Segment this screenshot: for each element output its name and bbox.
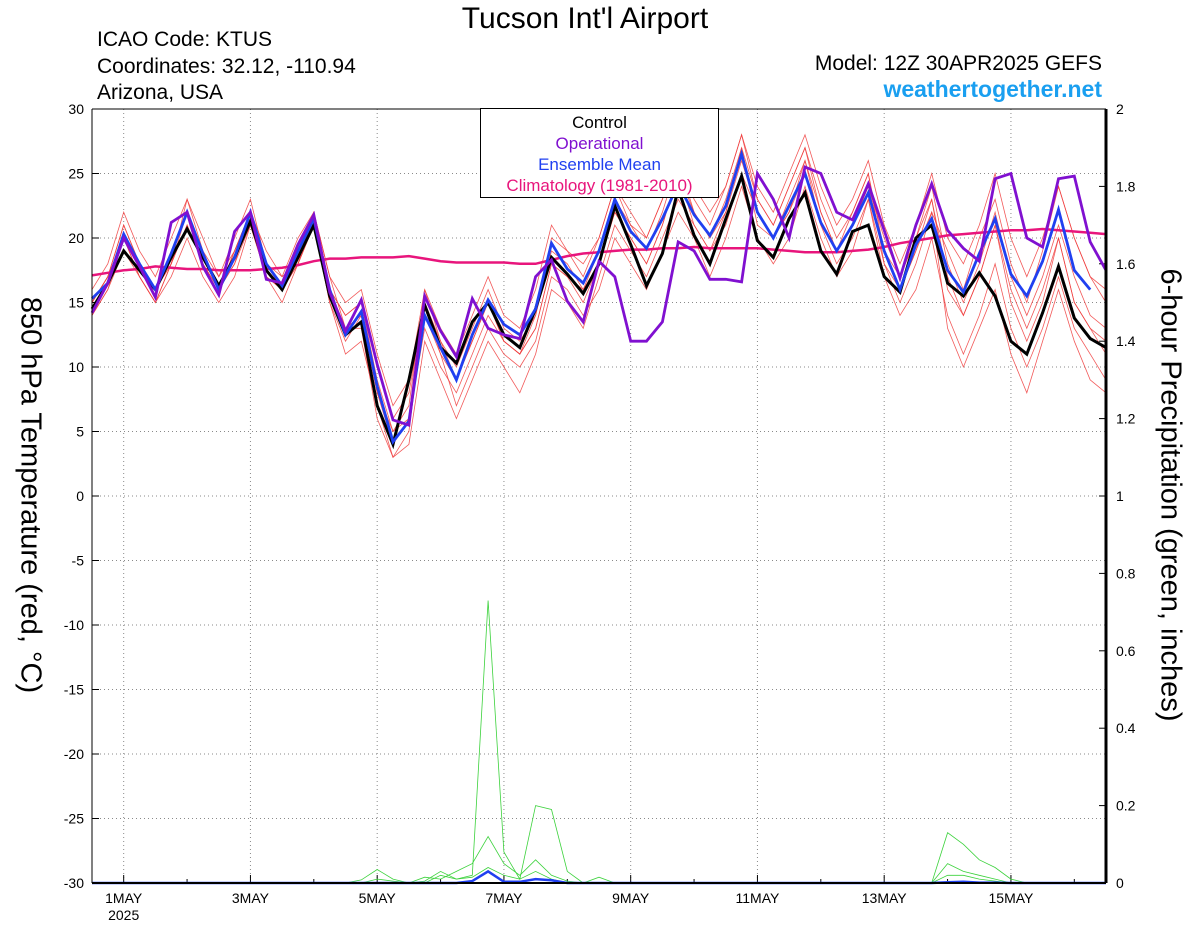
y-tick-label: -30 <box>64 875 84 891</box>
y2-tick-label: 0.8 <box>1116 565 1136 581</box>
precipitation-series <box>92 600 1106 884</box>
y-axis-label-right: 6-hour Precipitation (green, inches) <box>1154 268 1187 722</box>
y-axis-label-left: 850 hPa Temperature (red, °C) <box>14 296 47 694</box>
y-tick-label: 0 <box>76 488 84 504</box>
x-tick-label: 13MAY <box>862 890 908 906</box>
legend-item-control: Control <box>572 113 627 132</box>
y2-tick-label: 1.8 <box>1116 178 1136 194</box>
axes: 302520151050-5-10-15-20-25-3021.81.61.41… <box>64 101 1136 923</box>
plot-frame <box>91 108 1108 884</box>
y2-tick-label: 1.4 <box>1116 333 1136 349</box>
region-label: Arizona, USA <box>97 81 224 104</box>
y2-tick-label: 2 <box>1116 101 1124 117</box>
y-tick-label: 20 <box>68 230 84 246</box>
y-tick-label: 30 <box>68 101 84 117</box>
y-tick-label: 25 <box>68 166 84 182</box>
grid <box>92 109 1106 883</box>
y-tick-label: -5 <box>72 553 85 569</box>
legend-item-ensemble-mean: Ensemble Mean <box>538 155 661 174</box>
y-tick-label: -25 <box>64 811 84 827</box>
member-precipitation-line <box>92 835 1106 884</box>
legend-item-climatology: Climatology (1981-2010) <box>506 176 693 195</box>
icao-code-label: ICAO Code: KTUS <box>97 28 273 51</box>
x-tick-sublabel: 2025 <box>108 907 139 923</box>
member-temperature-line <box>91 172 1107 458</box>
y2-tick-label: 0.6 <box>1116 643 1136 659</box>
member-precipitation-line <box>92 600 1106 884</box>
y-tick-label: -20 <box>64 746 84 762</box>
chart-title: Tucson Int'l Airport <box>461 2 709 35</box>
x-tick-label: 7MAY <box>485 890 523 906</box>
x-tick-label: 15MAY <box>989 890 1035 906</box>
model-label: Model: 12Z 30APR2025 GEFS <box>814 52 1102 75</box>
site-link[interactable]: weathertogether.net <box>883 76 1102 102</box>
y2-tick-label: 0.2 <box>1116 798 1136 814</box>
y-tick-label: -15 <box>64 682 84 698</box>
y-tick-label: -10 <box>64 617 84 633</box>
y-tick-label: 10 <box>68 359 84 375</box>
operational-line <box>90 165 1108 427</box>
member-precipitation-line <box>92 867 1106 884</box>
x-tick-label: 1MAY <box>105 890 143 906</box>
x-tick-label: 11MAY <box>736 890 780 906</box>
y2-tick-label: 0.4 <box>1116 720 1136 736</box>
x-tick-label: 5MAY <box>359 890 397 906</box>
y2-tick-label: 1.6 <box>1116 256 1136 272</box>
control-line <box>90 170 1107 450</box>
x-tick-label: 3MAY <box>232 890 270 906</box>
x-tick-label: 9MAY <box>612 890 650 906</box>
legend-item-operational: Operational <box>555 134 644 153</box>
legend: Control Operational Ensemble Mean Climat… <box>480 108 719 198</box>
y2-tick-label: 0 <box>1116 875 1124 891</box>
member-temperature-line <box>91 159 1107 433</box>
y-tick-label: 5 <box>76 424 84 440</box>
y2-tick-label: 1 <box>1116 488 1124 504</box>
main-series <box>90 149 1108 885</box>
y2-tick-label: 1.2 <box>1116 411 1136 427</box>
ensemble-mean-line <box>91 149 1092 445</box>
coordinates-label: Coordinates: 32.12, -110.94 <box>97 55 356 78</box>
y-tick-label: 15 <box>68 295 84 311</box>
